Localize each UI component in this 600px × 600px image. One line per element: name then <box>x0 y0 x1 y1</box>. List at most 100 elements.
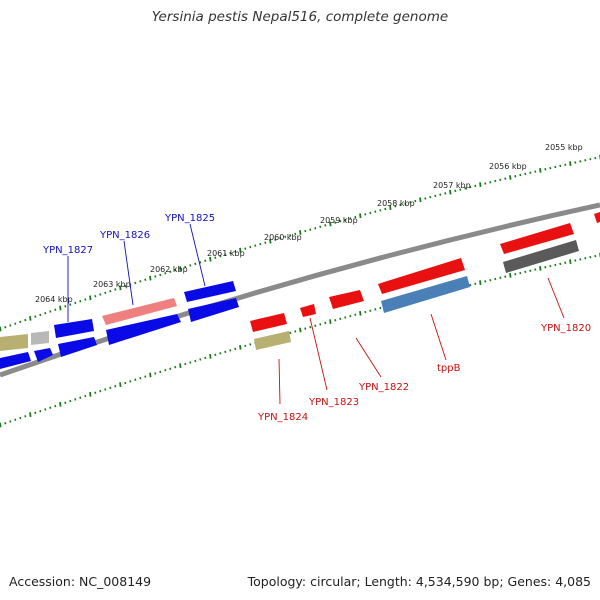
gene-feature <box>54 319 94 338</box>
gene-feature <box>594 212 600 223</box>
inner-tick <box>564 261 567 264</box>
outer-tick <box>159 273 162 277</box>
inner-tick <box>154 372 157 375</box>
outer-tick <box>124 285 127 288</box>
outer-tick <box>474 184 477 188</box>
outer-tick <box>349 217 352 220</box>
outer-tick <box>259 242 262 246</box>
inner-tick <box>224 350 227 354</box>
leader-line <box>547 277 565 319</box>
outer-tick <box>39 313 42 317</box>
inner-tick <box>114 384 117 388</box>
gene-feature <box>106 314 181 345</box>
outer-tick <box>344 218 347 222</box>
inner-tick <box>534 268 537 271</box>
inner-tick <box>304 327 307 330</box>
outer-tick <box>199 261 202 264</box>
inner-tick <box>474 282 477 286</box>
outer-tick <box>329 221 332 227</box>
inner-tick <box>49 406 52 410</box>
inner-tick <box>479 280 482 285</box>
outer-tick <box>564 163 567 166</box>
outer-tick <box>369 211 372 215</box>
outer-tick <box>304 229 307 233</box>
gene-feature <box>0 352 31 369</box>
inner-tick <box>514 272 517 276</box>
inner-tick <box>554 263 557 267</box>
inner-tick <box>159 370 162 374</box>
gene-feature <box>34 348 53 362</box>
inner-tick <box>189 361 192 364</box>
inner-tick <box>4 422 7 425</box>
gene-label-YPN_1824: YPN_1824 <box>257 412 308 423</box>
inner-tick <box>354 313 357 316</box>
inner-tick <box>9 420 12 423</box>
inner-tick <box>79 396 82 399</box>
outer-tick <box>214 256 217 259</box>
inner-tick <box>499 276 502 280</box>
outer-tick <box>314 226 317 230</box>
inner-tick <box>54 404 57 408</box>
inner-tick <box>74 398 77 401</box>
outer-tick <box>269 238 272 244</box>
scale-label-2059: 2059 kbp <box>320 216 358 225</box>
inner-tick <box>469 283 472 287</box>
outer-tick <box>94 294 97 298</box>
outer-tick <box>149 275 152 281</box>
outer-tick <box>69 303 72 306</box>
inner-tick <box>194 359 197 363</box>
outer-tick <box>499 178 502 182</box>
outer-tick <box>114 288 117 291</box>
gene-feature <box>378 258 465 294</box>
inner-tick <box>494 277 497 281</box>
outer-tick <box>364 213 367 216</box>
outer-tick <box>274 238 277 241</box>
inner-tick <box>104 388 107 391</box>
outer-tick <box>289 234 292 237</box>
gene-feature <box>254 331 291 350</box>
outer-tick <box>189 264 192 267</box>
inner-tick <box>219 352 222 355</box>
outer-tick <box>164 272 167 275</box>
outer-tick <box>484 182 487 185</box>
outer-tick <box>34 315 37 318</box>
inner-tick <box>34 411 37 415</box>
outer-tick <box>89 295 92 301</box>
inner-tick <box>544 266 547 269</box>
outer-tick <box>119 285 122 291</box>
leader-line <box>189 223 206 287</box>
inner-tick <box>149 372 152 378</box>
outer-tick <box>109 289 112 293</box>
outer-tick <box>479 182 482 188</box>
outer-tick <box>554 165 557 169</box>
scale-label-2064: 2064 kbp <box>35 295 73 304</box>
inner-tick <box>329 319 332 324</box>
gene-label-YPN_1822: YPN_1822 <box>358 382 409 393</box>
outer-tick <box>569 161 572 166</box>
inner-tick <box>144 375 147 378</box>
inner-tick <box>179 363 182 368</box>
inner-tick <box>349 314 352 318</box>
inner-tick <box>324 321 327 325</box>
inner-tick <box>519 271 522 275</box>
outer-tick <box>319 225 322 229</box>
outer-tick <box>399 203 402 207</box>
outer-tick <box>24 318 27 322</box>
outer-tick <box>414 199 417 203</box>
inner-tick <box>139 376 142 380</box>
outer-tick <box>264 241 267 244</box>
inner-tick <box>594 254 597 258</box>
outer-tick <box>504 177 507 180</box>
inner-tick <box>174 365 177 369</box>
inner-tick <box>549 264 552 268</box>
gene-feature <box>250 313 287 332</box>
inner-tick <box>584 257 587 260</box>
outer-tick <box>169 270 172 273</box>
inner-tick <box>364 310 367 314</box>
inner-tick <box>244 344 247 348</box>
inner-tick <box>294 330 297 333</box>
outer-tick <box>459 188 462 191</box>
scale-label-2055: 2055 kbp <box>545 143 583 152</box>
gene-label-YPN_1827: YPN_1827 <box>42 245 93 256</box>
